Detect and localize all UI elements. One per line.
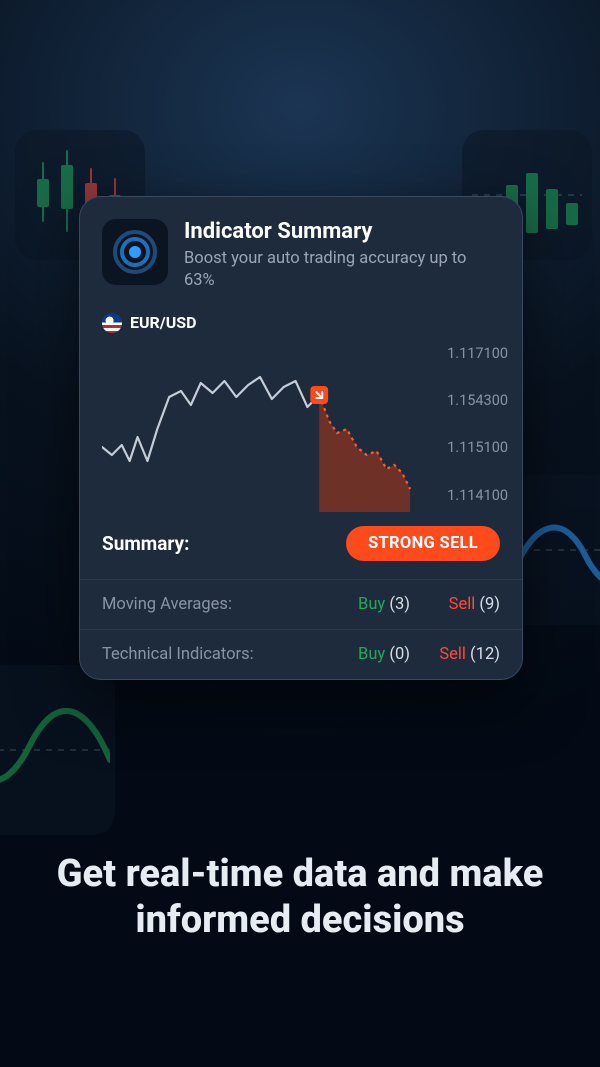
summary-row: Summary: STRONG SELL [80, 512, 522, 579]
ytick: 1.117100 [428, 345, 508, 362]
card-subtitle: Boost your auto trading accuracy up to 6… [184, 248, 500, 293]
indicator-summary-card: Indicator Summary Boost your auto tradin… [79, 196, 523, 680]
ytick: 1.114100 [428, 487, 508, 504]
indicator-row-ma: Moving Averages: Buy (3) Sell (9) [80, 579, 522, 629]
card-title: Indicator Summary [184, 219, 500, 244]
indicator-sell: Sell (12) [410, 645, 500, 664]
indicator-sell: Sell (9) [410, 595, 500, 614]
summary-label: Summary: [102, 532, 189, 555]
chart-section: EUR/USD 1.117100 1.154300 1.115100 1.114… [80, 313, 522, 512]
indicator-name: Technical Indicators: [102, 645, 320, 664]
broadcast-icon [102, 219, 168, 285]
summary-badge[interactable]: STRONG SELL [346, 526, 500, 561]
indicator-buy: Buy (3) [320, 595, 410, 614]
bg-tile-wave-green [0, 665, 115, 835]
card-header: Indicator Summary Boost your auto tradin… [80, 219, 522, 313]
ytick: 1.115100 [428, 439, 508, 456]
flag-icon [102, 313, 122, 333]
wave-green-icon [0, 675, 110, 825]
pair-label: EUR/USD [130, 313, 197, 332]
card-heading-block: Indicator Summary Boost your auto tradin… [184, 219, 500, 293]
indicator-buy: Buy (0) [320, 645, 410, 664]
chart-row: 1.117100 1.154300 1.115100 1.114100 [102, 337, 522, 512]
price-chart [102, 337, 418, 512]
y-axis: 1.117100 1.154300 1.115100 1.114100 [428, 337, 522, 512]
indicator-name: Moving Averages: [102, 595, 320, 614]
wave-blue-icon [510, 485, 600, 615]
ytick: 1.154300 [428, 392, 508, 409]
currency-pair[interactable]: EUR/USD [102, 313, 522, 333]
indicator-row-ti: Technical Indicators: Buy (0) Sell (12) [80, 629, 522, 679]
marketing-headline: Get real-time data and make informed dec… [0, 852, 600, 943]
